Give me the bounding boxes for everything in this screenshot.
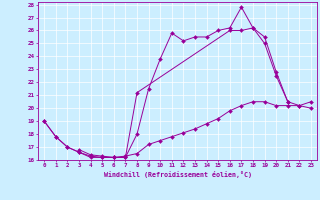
X-axis label: Windchill (Refroidissement éolien,°C): Windchill (Refroidissement éolien,°C)	[104, 171, 252, 178]
